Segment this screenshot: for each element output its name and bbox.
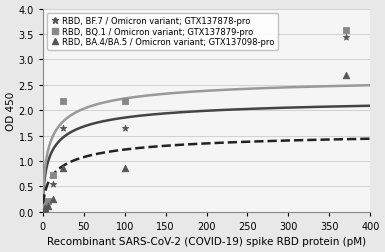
Point — [42, 205, 49, 209]
Point — [41, 207, 47, 211]
Point — [42, 206, 49, 210]
Point — [343, 73, 349, 77]
Point — [60, 100, 66, 104]
Point — [42, 206, 49, 210]
Point — [50, 182, 56, 186]
Point — [122, 100, 128, 104]
Point — [50, 174, 56, 178]
Point — [343, 29, 349, 33]
Point — [343, 35, 349, 39]
Point — [41, 207, 47, 211]
Point — [60, 127, 66, 131]
Point — [41, 208, 47, 212]
Point — [122, 127, 128, 131]
Point — [45, 202, 51, 206]
Legend: RBD, BF.7 / Omicron variant; GTX137878-pro, RBD, BQ.1 / Omicron variant; GTX1378: RBD, BF.7 / Omicron variant; GTX137878-p… — [47, 14, 278, 50]
Point — [60, 166, 66, 170]
Y-axis label: OD 450: OD 450 — [5, 91, 15, 130]
X-axis label: Recombinant SARS-CoV-2 (COVID-19) spike RBD protein (pM): Recombinant SARS-CoV-2 (COVID-19) spike … — [47, 237, 366, 246]
Point — [122, 166, 128, 170]
Point — [45, 204, 51, 208]
Point — [45, 199, 51, 203]
Point — [50, 197, 56, 201]
